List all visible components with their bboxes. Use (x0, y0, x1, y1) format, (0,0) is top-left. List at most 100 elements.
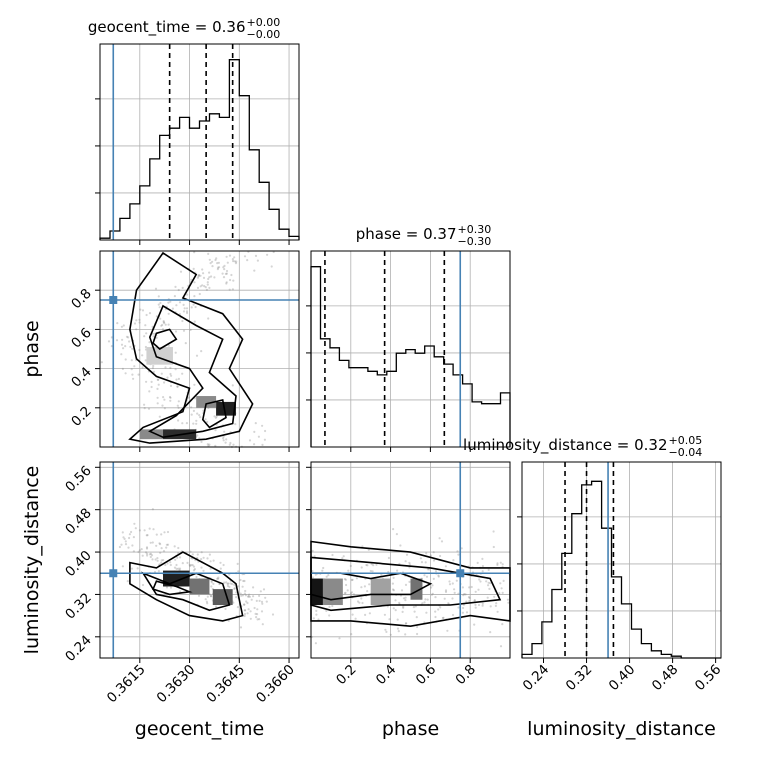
scatter-point (174, 368, 177, 371)
scatter-point (168, 395, 172, 399)
title-luminosity_distance: luminosity_distance = 0.32 +0.05−0.04 (463, 434, 702, 459)
scatter-point (228, 585, 231, 589)
scatter-point (350, 578, 353, 582)
scatter-point (457, 606, 460, 609)
scatter-point (315, 609, 318, 613)
scatter-point (477, 588, 480, 591)
scatter-point (413, 610, 416, 613)
scatter-point (174, 558, 177, 561)
scatter-point (159, 317, 162, 320)
scatter-point (264, 596, 267, 599)
scatter-point (408, 561, 411, 564)
x-tick-label: 0.48 (649, 662, 682, 695)
scatter-point (166, 543, 170, 546)
scatter-point (146, 534, 149, 537)
gridlines-0-2 (100, 462, 299, 658)
scatter-point (167, 301, 170, 304)
scatter-point (355, 577, 358, 580)
x-tick-label: 0.24 (520, 662, 553, 695)
scatter-point (154, 287, 158, 290)
scatter-point (163, 531, 166, 534)
scatter-point (167, 323, 170, 326)
scatter-point (425, 611, 428, 614)
scatter-point (270, 265, 273, 268)
scatter-point (244, 609, 247, 612)
scatter-point (224, 272, 227, 275)
scatter-point (185, 310, 189, 313)
scatter-point (198, 292, 201, 296)
scatter-point (467, 596, 471, 599)
scatter-point (165, 586, 169, 589)
scatter-point (165, 546, 168, 549)
scatter-point (178, 301, 182, 304)
scatter-point (202, 272, 205, 275)
scatter-point (141, 309, 145, 312)
scatter-point (266, 253, 269, 256)
scatter-point (322, 566, 325, 570)
scatter-point (140, 548, 143, 551)
scatter-point (127, 546, 130, 549)
scatter-point (185, 422, 188, 425)
scatter-point (455, 579, 458, 582)
scatter-point (125, 335, 129, 338)
scatter-point (223, 264, 226, 267)
scatter-point (233, 583, 236, 586)
scatter-point (441, 616, 444, 620)
scatter-point (211, 265, 214, 268)
scatter-point (133, 365, 136, 368)
scatter-point (262, 588, 266, 591)
scatter-point (245, 600, 248, 603)
scatter-point (434, 615, 437, 619)
scatter-point (256, 613, 259, 616)
scatter-point (152, 528, 155, 531)
scatter-point (162, 396, 165, 399)
scatter-point (197, 594, 201, 597)
scatter-point (430, 586, 433, 589)
scatter-point (496, 562, 499, 565)
scatter-point (189, 328, 192, 331)
scatter-point (224, 607, 227, 611)
scatter-point (419, 557, 422, 560)
scatter-point (360, 586, 363, 589)
scatter-point (408, 580, 411, 584)
scatter-point (181, 562, 184, 565)
scatter-point (327, 574, 330, 577)
scatter-point (404, 583, 408, 587)
scatter-point (222, 435, 225, 438)
scatter-point (212, 582, 215, 586)
scatter-point (191, 553, 194, 556)
scatter-point (143, 335, 146, 338)
scatter-point (150, 554, 154, 557)
scatter-point (388, 618, 391, 621)
scatter-point (392, 589, 395, 592)
scatter-point (181, 286, 184, 289)
scatter-point (208, 276, 211, 279)
scatter-point (468, 596, 471, 600)
scatter-point (338, 637, 341, 640)
scatter-point (169, 396, 172, 399)
scatter-point (363, 585, 366, 588)
scatter-point (439, 606, 442, 609)
scatter-point (243, 592, 246, 595)
scatter-point (426, 568, 429, 571)
scatter-point (155, 315, 158, 318)
scatter-point (237, 570, 240, 573)
scatter-point (159, 543, 162, 546)
scatter-point (239, 626, 243, 629)
scatter-point (485, 580, 488, 583)
scatter-point (138, 529, 141, 532)
scatter-point (163, 321, 166, 325)
scatter-point (506, 598, 509, 601)
scatter-point (205, 600, 208, 603)
scatter-point (151, 508, 154, 511)
scatter-point (213, 415, 216, 418)
scatter-point (404, 596, 407, 599)
scatter-point (130, 530, 133, 534)
scatter-point (156, 402, 159, 405)
scatter-point (207, 444, 210, 447)
scatter-point (248, 593, 251, 596)
scatter-point (158, 542, 161, 545)
scatter-point (263, 438, 266, 441)
scatter-point (156, 559, 159, 562)
scatter-point (131, 373, 134, 376)
